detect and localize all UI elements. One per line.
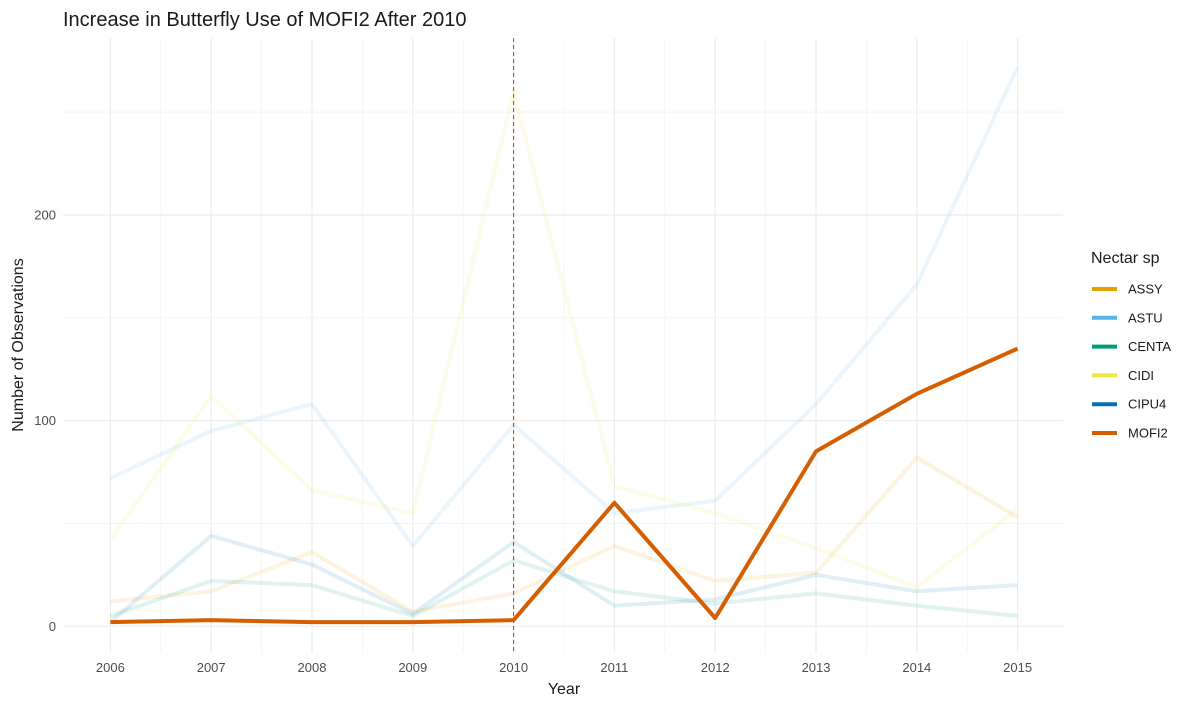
legend-label-cidi: CIDI	[1128, 368, 1154, 383]
y-tick-labels: 0 100 200	[34, 207, 56, 633]
series-line-cidi	[108, 89, 1019, 590]
y-axis-title: Number of Observations	[10, 258, 27, 431]
y-tick-label: 0	[49, 619, 56, 634]
series-line-astu	[109, 65, 1020, 548]
series-line-cipu4	[109, 533, 1018, 624]
legend-title: Nectar sp	[1091, 250, 1160, 267]
legend-label-assy: ASSY	[1128, 282, 1163, 297]
series-line-mofi2	[110, 346, 1019, 625]
y-tick-label: 200	[34, 207, 56, 222]
legend-label-astu: ASTU	[1128, 310, 1163, 325]
series-lines	[108, 65, 1020, 625]
x-axis-title: Year	[548, 681, 581, 698]
x-tick-label: 2009	[398, 660, 427, 675]
grid	[63, 38, 1063, 653]
x-tick-labels: 2006 2007 2008 2009 2010 2011 2012 2013 2014 2015	[96, 660, 1032, 675]
series-line-assy	[110, 455, 1019, 614]
chart-title: Increase in Butterfly Use of MOFI2 After…	[63, 9, 467, 31]
y-tick-label: 100	[34, 413, 56, 428]
x-tick-label: 2010	[499, 660, 528, 675]
x-tick-label: 2008	[298, 660, 327, 675]
x-tick-label: 2012	[701, 660, 730, 675]
x-tick-label: 2011	[600, 660, 628, 675]
x-tick-label: 2015	[1003, 660, 1032, 675]
x-tick-label: 2007	[197, 660, 226, 675]
legend-label-cipu4: CIPU4	[1128, 397, 1166, 412]
legend-label-centa: CENTA	[1128, 339, 1171, 354]
series-line-centa	[109, 558, 1018, 618]
legend: Nectar sp ASSY ASTU CENTA CIDI CIPU4 MOFI2	[1091, 250, 1171, 441]
x-tick-label: 2014	[902, 660, 931, 675]
x-tick-label: 2013	[802, 660, 831, 675]
x-tick-label: 2006	[96, 660, 125, 675]
legend-label-mofi2: MOFI2	[1128, 426, 1168, 441]
